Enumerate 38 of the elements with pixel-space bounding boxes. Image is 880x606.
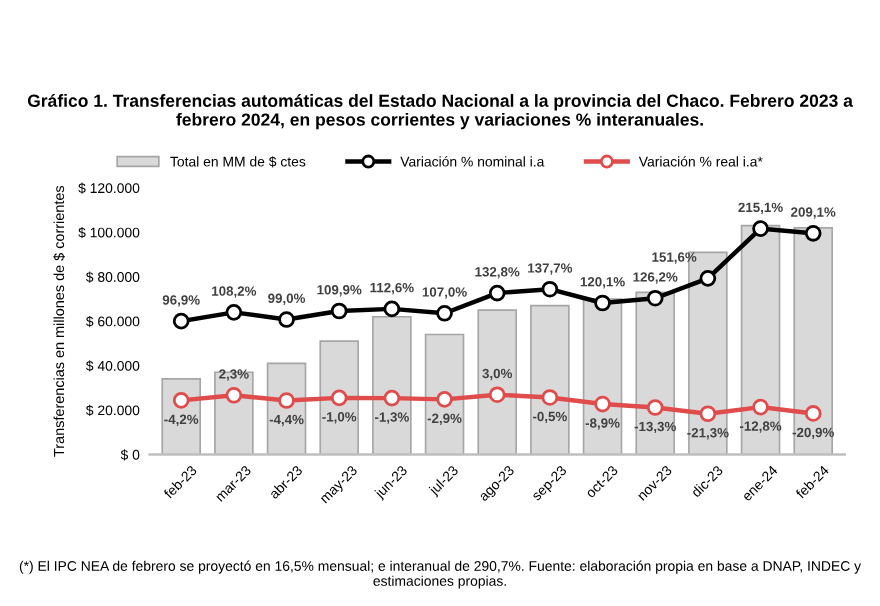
point [804, 224, 822, 242]
point [594, 294, 611, 312]
point [278, 392, 295, 409]
point [752, 220, 769, 237]
point [594, 395, 611, 413]
bar [424, 333, 465, 455]
point [646, 399, 664, 416]
point [488, 284, 506, 302]
bar [740, 224, 781, 455]
point [172, 312, 190, 330]
bar [582, 298, 623, 455]
bar [530, 304, 570, 455]
bar [793, 227, 833, 455]
bar [161, 378, 201, 455]
point [383, 389, 401, 407]
point [225, 386, 243, 404]
point [225, 303, 243, 321]
point [330, 389, 348, 407]
bar [477, 309, 517, 455]
point [541, 389, 559, 406]
point [646, 289, 664, 307]
point [699, 270, 717, 287]
point [436, 391, 453, 408]
point [436, 304, 453, 322]
point [278, 311, 295, 328]
point [804, 405, 822, 422]
point [699, 405, 717, 423]
bar [372, 315, 412, 455]
point [330, 302, 348, 320]
bar [214, 371, 254, 455]
point [383, 300, 401, 318]
bar [635, 291, 675, 455]
point [488, 386, 506, 404]
bar [319, 340, 359, 455]
point [172, 392, 190, 409]
chart-title: Gráfico 1. Transferencias automáticas del Estado Nacional a la provincia del Chaco. Febrero 2023 a febrero 2024, en pesos corrientes y variaciones % interanuales. [27, 93, 854, 130]
point [541, 280, 559, 298]
point [752, 398, 769, 416]
